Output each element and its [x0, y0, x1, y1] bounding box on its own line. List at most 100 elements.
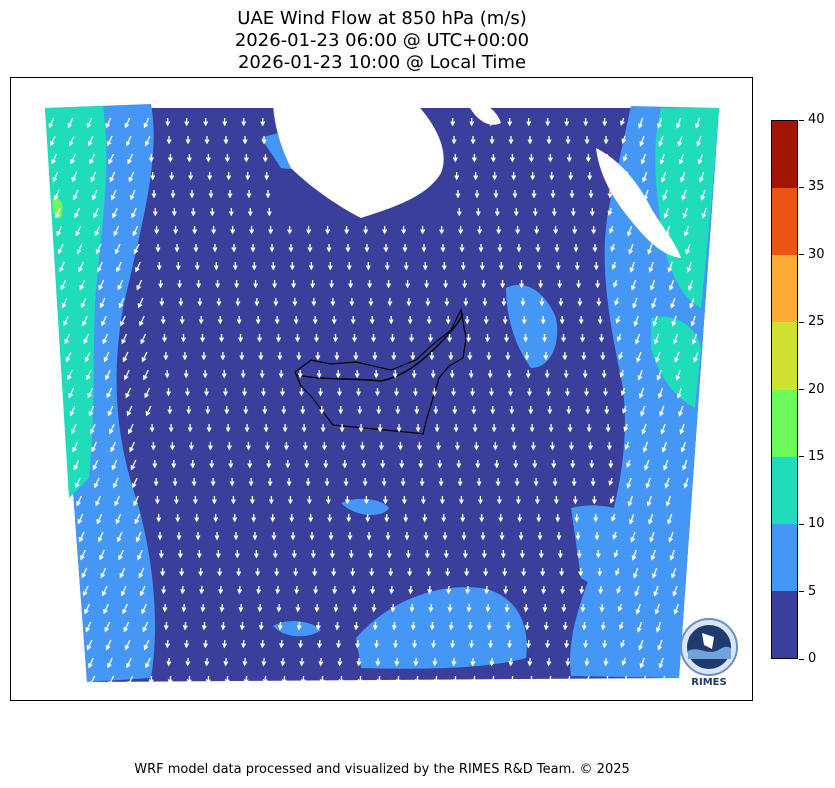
wind-arrow [243, 406, 249, 415]
wind-arrow [599, 603, 605, 613]
wind-arrow [626, 207, 632, 216]
wind-arrow [116, 531, 123, 543]
wind-arrow [453, 424, 459, 433]
wind-arrow [359, 442, 365, 451]
wind-arrow [696, 135, 702, 147]
wind-arrow [118, 549, 124, 561]
wind-arrow [143, 369, 149, 381]
wind-arrow [615, 567, 620, 576]
wind-arrow [169, 172, 175, 181]
wind-arrow [553, 496, 559, 505]
wind-arrow [443, 550, 449, 559]
wind-arrow [333, 603, 339, 613]
wind-arrow [82, 585, 89, 597]
wind-arrow [108, 675, 115, 687]
wind-arrow [334, 621, 340, 631]
wind-arrow [330, 298, 336, 307]
wind-arrow [456, 208, 462, 217]
wind-arrow [490, 675, 496, 685]
wind-arrow [158, 550, 164, 559]
wind-arrow [318, 657, 324, 667]
wind-arrow [553, 226, 559, 235]
wind-arrow [70, 153, 76, 165]
wind-arrow [144, 387, 151, 399]
wind-arrow [645, 225, 652, 237]
wind-arrow [99, 549, 105, 561]
wind-arrow [132, 225, 139, 237]
wind-arrow [529, 424, 535, 433]
wind-arrow [672, 333, 679, 345]
wind-band-mid-east [506, 284, 558, 368]
colorbar-tick-label: 5 [808, 583, 817, 599]
wind-arrow [526, 639, 532, 649]
wind-arrow [185, 136, 191, 145]
wind-arrow [486, 352, 492, 361]
wind-arrow [401, 226, 407, 235]
wind-arrow [277, 352, 283, 361]
wind-arrow [682, 207, 688, 219]
wind-arrow [119, 567, 126, 579]
wind-arrow [91, 441, 97, 453]
wind-arrow [125, 135, 132, 147]
wind-arrow [81, 567, 88, 579]
wind-arrow [364, 244, 370, 253]
wind-arrow [624, 441, 630, 450]
wind-arrow [489, 657, 495, 667]
wind-arrow [656, 369, 662, 381]
wind-arrow [171, 460, 177, 469]
wind-arrow [488, 639, 494, 649]
wind-arrow [435, 442, 441, 451]
wind-arrow [260, 639, 266, 649]
wind-arrow [179, 316, 185, 325]
wind-arrow [267, 478, 273, 487]
wind-arrow [306, 226, 312, 235]
wind-arrow [321, 442, 327, 451]
wind-arrow [109, 171, 116, 183]
wind-arrow [607, 207, 613, 216]
wind-arrow [310, 280, 316, 289]
wind-arrow [356, 388, 361, 397]
wind-arrow [107, 657, 113, 669]
wind-arrow [264, 172, 270, 181]
wind-arrow [483, 316, 489, 325]
wind-arrow [291, 280, 297, 289]
wind-arrow [276, 334, 282, 343]
wind-arrow [482, 298, 488, 307]
wind-arrow [384, 262, 390, 271]
wind-arrow [107, 405, 114, 417]
wind-arrow [280, 657, 286, 667]
wind-arrow [349, 298, 355, 307]
wind-arrow [615, 315, 621, 324]
wind-arrow [574, 514, 580, 523]
wind-arrow [375, 388, 380, 397]
wind-arrow [452, 154, 458, 163]
wind-arrow [638, 117, 644, 129]
wind-arrow [329, 280, 335, 289]
wind-arrow [190, 460, 196, 469]
wind-arrow [327, 262, 333, 271]
wind-arrow [363, 496, 369, 505]
wind-arrow [523, 334, 529, 343]
wind-arrow [68, 135, 75, 147]
wind-arrow [198, 568, 204, 577]
wind-arrow [678, 405, 684, 417]
wind-arrow [562, 352, 568, 361]
wind-arrow [636, 621, 643, 633]
wind-arrow [309, 532, 315, 541]
wind-arrow [89, 675, 96, 687]
wind-arrow [499, 532, 505, 541]
wind-arrow [454, 442, 460, 451]
wind-arrow [667, 513, 673, 525]
wind-map [45, 98, 719, 687]
wind-arrow [194, 262, 200, 271]
wind-arrow [348, 550, 354, 559]
wind-arrow [351, 585, 357, 595]
wind-arrow [282, 424, 288, 433]
wind-arrow [272, 280, 278, 289]
wind-arrow [133, 243, 140, 255]
wind-arrow [336, 639, 342, 649]
wind-arrow [664, 225, 671, 237]
wind-arrow [494, 460, 500, 469]
wind-arrow [621, 135, 627, 144]
wind-arrow [611, 261, 617, 270]
